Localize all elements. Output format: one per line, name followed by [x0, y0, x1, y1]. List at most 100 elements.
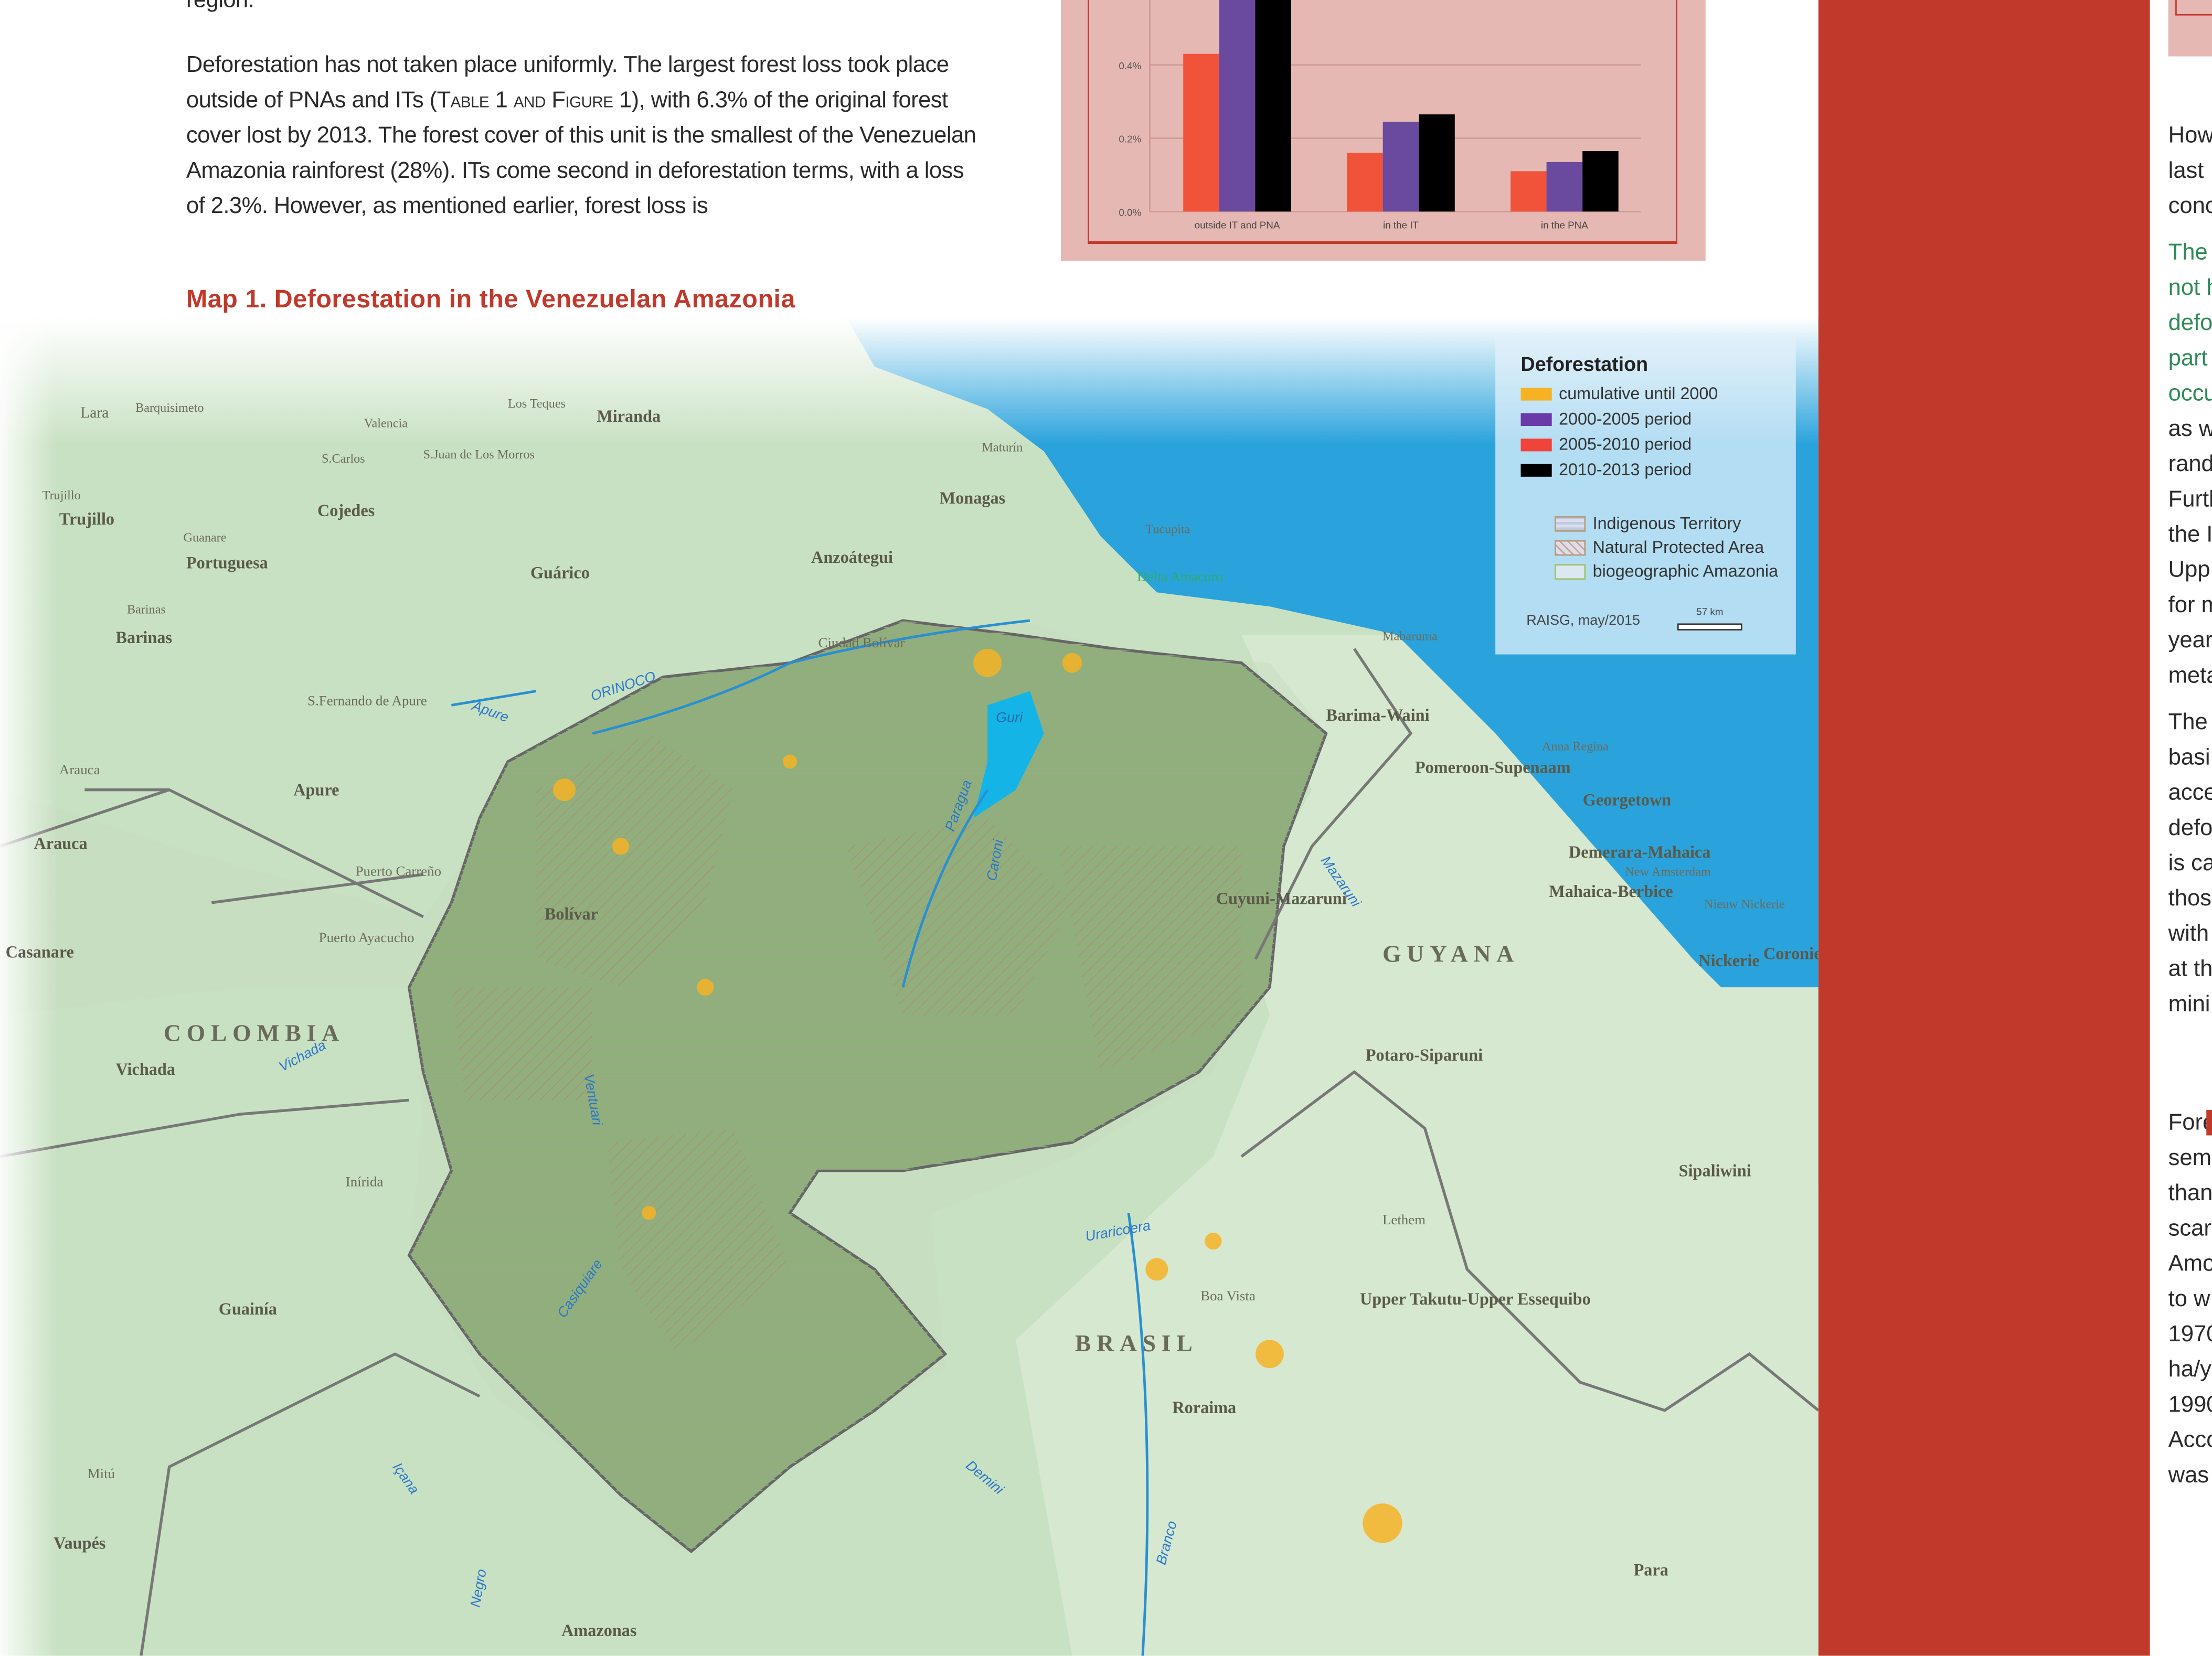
place-label: Trujillo — [42, 488, 81, 503]
place-label: Pomeroon-Supenaam — [1415, 757, 1571, 776]
right-figure-box — [2168, 0, 2212, 57]
legend-label: 2005-2010 period — [1559, 434, 1692, 454]
text-line: ha/y — [2168, 1356, 2211, 1383]
section-heading-marker — [2206, 1110, 2212, 1136]
place-label: Mahaica-Berbice — [1549, 882, 1673, 901]
legend-label: biogeographic Amazonia — [1592, 561, 1779, 581]
place-label: Anzoátegui — [811, 548, 893, 567]
text-line: defo — [2168, 815, 2212, 841]
place-label: Vaupés — [54, 1533, 105, 1552]
swatch-icon — [1520, 413, 1552, 426]
text-line: 1990 — [2168, 1392, 2212, 1418]
place-label: Mitú — [88, 1466, 115, 1481]
place-label: Potaro-Siparuni — [1366, 1045, 1483, 1064]
text-line: thos — [2168, 885, 2211, 911]
text-line: for m — [2168, 592, 2212, 618]
text-line: year — [2168, 627, 2212, 653]
place-label: Ciudad Bolívar — [818, 635, 905, 650]
place-label: S.Fernando de Apure — [307, 692, 427, 708]
place-label: Trujillo — [59, 509, 114, 528]
text-line: Furth — [2168, 486, 2212, 512]
text-line: part — [2168, 345, 2208, 371]
place-label: Apure — [293, 780, 339, 799]
place-label: Tucupita — [1145, 522, 1190, 536]
text-line: meta — [2168, 663, 2212, 689]
bar — [1546, 162, 1583, 212]
place-label: Boa Vista — [1200, 1288, 1256, 1304]
scale-bar — [1677, 623, 1742, 631]
scale-label: 57 km — [1696, 607, 1724, 618]
bar — [1382, 122, 1419, 212]
place-label: Georgetown — [1583, 790, 1671, 809]
place-label: Monagas — [940, 488, 1005, 507]
place-label: Sipaliwini — [1679, 1161, 1751, 1180]
legend-item: 2000-2005 period — [1520, 409, 1692, 429]
legend-label: Indigenous Territory — [1592, 513, 1741, 533]
text-line: mini — [2168, 991, 2210, 1017]
country-label: COLOMBIA — [164, 1019, 345, 1046]
place-label: Amazonas — [561, 1621, 636, 1640]
place-label: S.Juan de Los Morros — [423, 447, 535, 462]
text-line: not h — [2168, 275, 2212, 301]
decorative-red-band — [1818, 0, 2150, 1656]
legend-item: 2010-2013 period — [1520, 460, 1692, 479]
y-tick-label: 0.0% — [1119, 207, 1141, 218]
legend-item: cumulative until 2000 — [1520, 383, 1718, 403]
text-line: last — [2168, 158, 2204, 184]
text-line: Fore — [2168, 1110, 2212, 1136]
place-label: Cojedes — [317, 501, 375, 520]
text-line: scar — [2168, 1215, 2211, 1242]
place-label: Roraima — [1172, 1398, 1236, 1417]
paragraph-text: 1), with 6.3% of the original forest cov… — [186, 87, 976, 219]
text-line: at th — [2168, 956, 2212, 982]
place-label: Guárico — [530, 563, 590, 582]
text-line: conc — [2168, 193, 2212, 219]
swatch-icon — [1520, 464, 1552, 477]
legend-title: Deforestation — [1520, 352, 1649, 376]
text-line: basi — [2168, 744, 2210, 771]
legend-label: 2000-2005 period — [1559, 409, 1692, 429]
guri-reservoir — [973, 691, 1044, 818]
x-tick-label: in the IT — [1383, 220, 1419, 231]
country-label: GUYANA — [1382, 941, 1519, 967]
text-line: with — [2168, 921, 2209, 947]
place-label: Inírida — [346, 1173, 384, 1189]
map-title: Map 1. Deforestation in the Venezuelan A… — [186, 285, 796, 313]
place-label: Mabaruma — [1382, 629, 1438, 644]
paragraph-text: Deforestation has not taken place unifor… — [186, 52, 949, 113]
place-label: Cuyuni-Mazaruni — [1216, 889, 1347, 908]
place-label: S.Carlos — [322, 452, 365, 466]
right-column-text: How last conc The not h defo part occu as w rand F… — [2150, 0, 2212, 1656]
place-label: Barinas — [127, 603, 166, 617]
place-label: Bolívar — [545, 904, 598, 923]
figure-1-chart-panel: 0.0% 0.2% 0.4% outside IT and PNA in the IT i… — [1060, 0, 1706, 261]
pattern-swatch-icon — [1555, 540, 1586, 557]
bar — [1582, 151, 1619, 212]
figure-reference: Figure — [551, 87, 613, 113]
bar — [1419, 114, 1455, 212]
text-line: the I — [2168, 521, 2212, 548]
previous-paragraph-tail: region. — [186, 0, 254, 13]
river-label: Guri — [996, 710, 1023, 725]
guyana-brasil-land — [1015, 634, 1818, 1656]
swatch-icon — [1520, 388, 1552, 401]
bar — [1255, 0, 1291, 212]
x-tick-label: in the PNA — [1541, 220, 1588, 231]
place-label: Lethem — [1382, 1212, 1426, 1227]
legend-item: Natural Protected Area — [1555, 537, 1764, 557]
text-line: rand — [2168, 451, 2212, 477]
place-label: Puerto Ayacucho — [319, 930, 414, 945]
place-label: Portuguesa — [186, 553, 268, 572]
paragraph-text: and — [507, 87, 552, 113]
text-line: Amo — [2168, 1251, 2212, 1277]
legend-label: cumulative until 2000 — [1559, 383, 1718, 403]
text-line: occu — [2168, 380, 2212, 407]
text-line: is ca — [2168, 850, 2212, 876]
pattern-swatch-icon — [1555, 516, 1586, 532]
place-label: Casanare — [6, 943, 74, 961]
text-line: acce — [2168, 779, 2212, 806]
place-label: Arauca — [34, 834, 88, 853]
text-line: 1970 — [2168, 1321, 2212, 1347]
chart-frame — [1088, 0, 1677, 244]
